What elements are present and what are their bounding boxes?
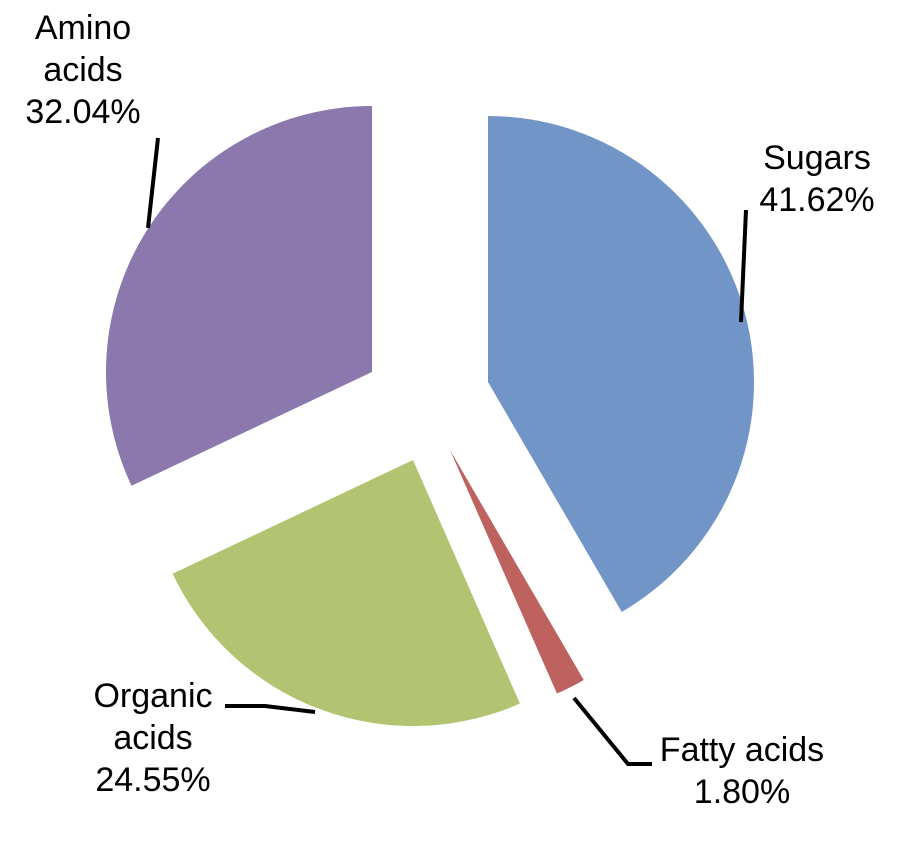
data-label-amino-acids: Amino acids 32.04%	[25, 9, 140, 131]
pie-slice-sugars	[488, 116, 755, 612]
leader-line-fatty-acids	[572, 696, 652, 766]
data-label-fatty-acids: Fatty acids 1.80%	[660, 731, 824, 811]
slice-percent-amino-acids: 32.04%	[25, 93, 140, 131]
pie-slice-amino-acids	[106, 106, 373, 486]
slice-name-sugars: Sugars	[763, 139, 871, 177]
slice-percent-sugars: 41.62%	[759, 181, 874, 219]
pie-slice-fatty-acids	[450, 450, 584, 694]
leader-line-organic-acids	[225, 704, 316, 714]
leader-line-amino-acids	[146, 137, 160, 229]
pie-slice-organic-acids	[172, 460, 520, 726]
data-label-sugars: Sugars 41.62%	[759, 139, 874, 219]
leader-line-sugars	[739, 209, 748, 323]
slice-name-organic-acids: Organic	[93, 677, 212, 715]
slice-percent-organic-acids: 24.55%	[95, 761, 210, 799]
data-label-organic-acids: Organic acids 24.55%	[93, 677, 212, 799]
slice-name-organic-acids: acids	[113, 719, 192, 757]
slice-name-amino-acids: acids	[43, 51, 122, 89]
slice-percent-fatty-acids: 1.80%	[694, 773, 790, 811]
slice-name-fatty-acids: Fatty acids	[660, 731, 824, 769]
slice-name-amino-acids: Amino	[35, 9, 131, 47]
